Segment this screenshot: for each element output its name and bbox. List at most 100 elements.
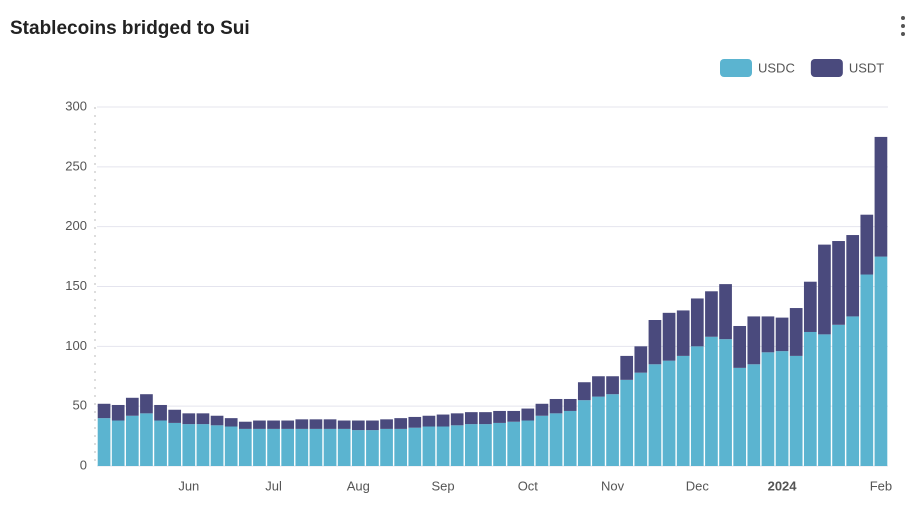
x-tick-label: Nov bbox=[601, 478, 625, 493]
bar-segment bbox=[747, 316, 761, 365]
bar-segment bbox=[140, 413, 153, 466]
bar-segment bbox=[394, 428, 408, 466]
bar-segment bbox=[535, 415, 549, 466]
chart-title: Stablecoins bridged to Sui bbox=[10, 18, 250, 39]
bar-segment bbox=[818, 334, 831, 466]
bar-segment bbox=[592, 396, 605, 466]
y-tick-label: 150 bbox=[65, 278, 87, 293]
bar-segment bbox=[874, 136, 888, 257]
x-tick-label: Jul bbox=[265, 478, 282, 493]
bar-segment bbox=[620, 355, 634, 380]
bar-segment bbox=[464, 424, 478, 466]
x-tick-label: Oct bbox=[518, 478, 539, 493]
bar-segment bbox=[111, 404, 125, 421]
bar-segment bbox=[620, 379, 634, 466]
bar-segment bbox=[761, 316, 775, 353]
bar-segment bbox=[705, 336, 718, 466]
bar-segment bbox=[832, 241, 845, 325]
bar-segment bbox=[493, 410, 506, 423]
bar-segment bbox=[210, 425, 224, 466]
bar-segment bbox=[295, 428, 309, 466]
bar-segment bbox=[380, 419, 393, 429]
bar-segment bbox=[196, 413, 210, 425]
bar-segment bbox=[690, 346, 704, 466]
bar-segment bbox=[366, 430, 379, 466]
y-tick-label: 250 bbox=[65, 158, 87, 173]
menu-dot[interactable] bbox=[901, 16, 905, 20]
bar-segment bbox=[719, 284, 732, 340]
bar-segment bbox=[408, 416, 422, 428]
y-tick-label: 300 bbox=[65, 98, 87, 113]
bar-segment bbox=[323, 419, 337, 429]
bar-segment bbox=[210, 415, 224, 426]
bar-segment bbox=[846, 316, 860, 466]
bar-segment bbox=[479, 424, 492, 466]
bar-segment bbox=[662, 360, 676, 466]
bar-segment bbox=[606, 394, 619, 466]
bar-segment bbox=[662, 312, 676, 361]
bar-segment bbox=[309, 428, 323, 466]
bar-segment bbox=[705, 291, 718, 337]
bar-segment bbox=[521, 408, 535, 421]
bar-segment bbox=[154, 404, 167, 421]
bar-segment bbox=[337, 428, 351, 466]
bar-segment bbox=[394, 418, 408, 429]
bar-segment bbox=[733, 325, 747, 368]
bar-segment bbox=[111, 420, 125, 466]
bar-segment bbox=[761, 352, 775, 466]
bar-segment bbox=[295, 419, 309, 429]
legend-swatch bbox=[720, 59, 752, 77]
bar-segment bbox=[535, 403, 549, 416]
bar-segment bbox=[549, 413, 563, 466]
bar-segment bbox=[267, 420, 280, 429]
bar-segment bbox=[521, 420, 535, 466]
bar-segment bbox=[775, 317, 789, 352]
bar-segment bbox=[577, 400, 591, 466]
bar-segment bbox=[747, 364, 761, 466]
menu-icon[interactable] bbox=[901, 16, 905, 36]
legend-label: USDC bbox=[758, 60, 795, 75]
bar-segment bbox=[97, 403, 111, 419]
menu-dot[interactable] bbox=[901, 32, 905, 36]
x-tick-label: Feb bbox=[870, 478, 892, 493]
bar-segment bbox=[648, 364, 662, 466]
bar-segment bbox=[592, 376, 605, 397]
bar-segment bbox=[351, 430, 365, 466]
x-tick-label: Dec bbox=[686, 478, 710, 493]
bar-segment bbox=[436, 414, 450, 427]
bar-segment bbox=[789, 308, 803, 356]
bar-segment bbox=[846, 235, 860, 317]
bar-segment bbox=[450, 425, 464, 466]
bar-segment bbox=[690, 298, 704, 347]
bar-segment bbox=[168, 409, 182, 423]
bar-segment bbox=[196, 424, 210, 466]
bar-segment bbox=[549, 398, 563, 414]
x-tick-label: Aug bbox=[347, 478, 370, 493]
bar-segment bbox=[563, 410, 577, 466]
bar-segment bbox=[803, 331, 817, 466]
legend-swatch bbox=[810, 59, 843, 77]
bar-segment bbox=[309, 419, 323, 429]
bar-segment bbox=[577, 382, 591, 401]
y-tick-label: 50 bbox=[73, 398, 87, 413]
bar-segment bbox=[253, 428, 266, 466]
bar-segment bbox=[380, 428, 393, 466]
bar-segment bbox=[507, 410, 521, 422]
bar-segment bbox=[634, 346, 648, 373]
bar-segment bbox=[450, 413, 464, 426]
menu-dot[interactable] bbox=[901, 24, 905, 28]
bar-segment bbox=[97, 418, 111, 466]
bar-segment bbox=[125, 415, 139, 466]
x-tick-label: Jun bbox=[178, 478, 199, 493]
bar-segment bbox=[775, 351, 789, 466]
legend-label: USDT bbox=[849, 60, 884, 75]
bar-segment bbox=[733, 367, 747, 466]
y-tick-label: 0 bbox=[80, 457, 87, 472]
bar-segment bbox=[803, 281, 817, 332]
y-tick-label: 100 bbox=[65, 338, 87, 353]
bar-segment bbox=[789, 355, 803, 466]
bar-segment bbox=[507, 421, 521, 466]
bar-segment bbox=[168, 422, 182, 466]
bar-segment bbox=[493, 422, 506, 466]
